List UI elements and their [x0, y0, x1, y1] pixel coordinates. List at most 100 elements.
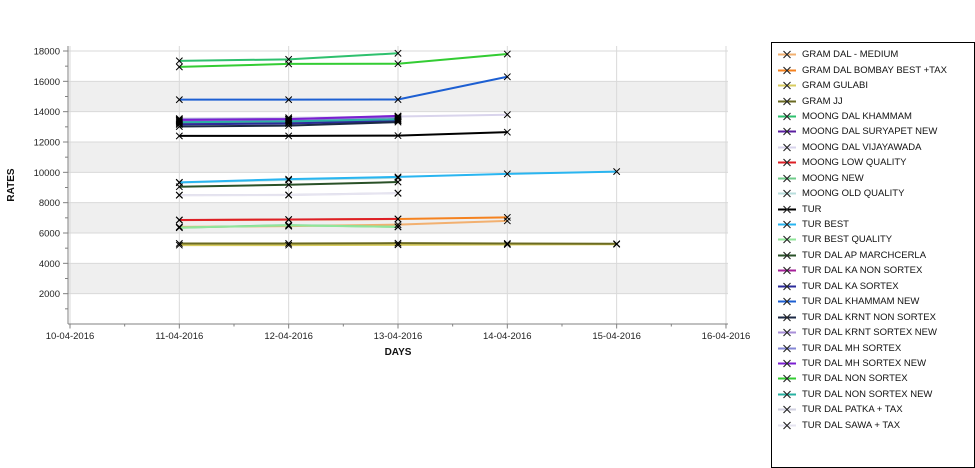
- legend-marker-icon: [778, 405, 796, 414]
- legend-marker-icon: [778, 97, 796, 105]
- y-tick-label: 6000: [39, 229, 60, 240]
- series-line: [179, 53, 508, 68]
- x-tick-label: 13-04-2016: [374, 331, 423, 342]
- data-point-marker: [285, 181, 293, 189]
- legend-item: TUR DAL MH SORTEX NEW: [777, 356, 974, 371]
- y-tick-label: 18000: [34, 47, 60, 58]
- data-point-marker: [394, 113, 402, 121]
- legend-item: TUR DAL SAWA + TAX: [777, 418, 974, 433]
- data-point-marker: [285, 241, 293, 249]
- data-point-marker: [503, 111, 511, 119]
- data-point-marker: [285, 222, 293, 230]
- data-point-marker: [285, 117, 293, 125]
- data-point-marker: [175, 216, 183, 224]
- legend-item-label: TUR BEST: [802, 219, 849, 231]
- y-axis-title: RATES: [6, 168, 17, 201]
- legend-item-label: TUR DAL SAWA + TAX: [802, 419, 901, 431]
- data-point-marker: [394, 132, 402, 140]
- x-tick-label: 16-04-2016: [702, 331, 751, 342]
- legend-item: TUR BEST: [777, 217, 974, 232]
- legend-item: TUR DAL PATKA + TAX: [777, 402, 974, 417]
- legend-item-label: MOONG DAL VIJAYAWADA: [802, 141, 922, 153]
- legend-item-label: GRAM GULABI: [802, 80, 868, 92]
- legend-item-label: TUR DAL KHAMMAM NEW: [802, 296, 920, 308]
- data-point-marker: [613, 240, 621, 248]
- legend-item: GRAM GULABI: [777, 78, 974, 93]
- legend-marker-icon: [778, 359, 796, 368]
- legend-item: GRAM JJ: [777, 93, 974, 108]
- legend-item: MOONG OLD QUALITY: [777, 186, 974, 201]
- data-point-marker: [503, 73, 511, 81]
- data-point-marker: [175, 241, 183, 249]
- data-point-marker: [285, 60, 293, 68]
- data-point-marker: [285, 132, 293, 140]
- data-point-marker: [394, 241, 402, 249]
- legend-item: MOONG DAL SURYAPET NEW: [777, 124, 974, 139]
- legend-item-label: TUR: [802, 203, 822, 215]
- series-line: [179, 75, 508, 101]
- legend-item: TUR: [777, 201, 974, 216]
- legend-marker-icon: [778, 174, 796, 183]
- legend-item-label: TUR DAL MH SORTEX NEW: [802, 357, 927, 369]
- data-point-marker: [503, 240, 511, 249]
- legend-marker-icon: [778, 390, 796, 399]
- legend-item: MOONG LOW QUALITY: [777, 155, 974, 170]
- plot-area: 2000 4000 6000 8000 10000 12000 14000 16000 1800…: [6, 46, 751, 358]
- data-point-marker: [175, 191, 183, 199]
- legend-item-label: TUR DAL PATKA + TAX: [802, 404, 903, 416]
- legend-item: MOONG NEW: [777, 171, 974, 186]
- legend-item: TUR DAL MH SORTEX: [777, 340, 974, 355]
- legend-item-label: MOONG OLD QUALITY: [802, 188, 905, 200]
- data-point-marker: [503, 217, 511, 225]
- legend-item-label: TUR DAL KRNT SORTEX NEW: [802, 327, 937, 339]
- legend-marker-icon: [778, 189, 796, 198]
- legend-item: GRAM DAL BOMBAY BEST +TAX: [777, 62, 974, 77]
- legend-marker-icon: [778, 81, 796, 90]
- legend-item-label: GRAM DAL BOMBAY BEST +TAX: [802, 64, 947, 76]
- legend-item-label: MOONG DAL SURYAPET NEW: [802, 126, 938, 138]
- data-point-marker: [175, 223, 183, 232]
- legend-item: GRAM DAL - MEDIUM: [777, 47, 974, 62]
- legend-marker-icon: [778, 313, 796, 322]
- legend-marker-icon: [778, 266, 796, 275]
- legend-item: TUR DAL AP MARCHCERLA: [777, 248, 974, 263]
- legend-item-label: TUR DAL KRNT NON SORTEX: [802, 311, 936, 323]
- x-axis-title: DAYS: [385, 347, 412, 358]
- legend-marker-icon: [778, 158, 796, 167]
- legend-item-label: TUR DAL KA SORTEX: [802, 280, 899, 292]
- x-tick-label: 14-04-2016: [483, 331, 532, 342]
- data-point-marker: [175, 239, 183, 248]
- data-point-marker: [394, 115, 402, 123]
- legend-item: TUR DAL KA NON SORTEX: [777, 263, 974, 278]
- data-point-marker: [394, 221, 402, 229]
- legend-item: TUR DAL KA SORTEX: [777, 279, 974, 294]
- data-point-marker: [175, 118, 183, 126]
- legend-item: TUR DAL NON SORTEX: [777, 371, 974, 386]
- legend: GRAM DAL - MEDIUM GRAM DAL BOMBAY BEST +T…: [771, 42, 975, 468]
- legend-item-label: TUR DAL MH SORTEX: [802, 342, 902, 354]
- data-point-marker: [503, 128, 511, 136]
- rates-chart: 2000 4000 6000 8000 10000 12000 14000 16000 1800…: [6, 42, 975, 468]
- legend-item-label: GRAM JJ: [802, 95, 843, 107]
- legend-marker-icon: [778, 375, 796, 383]
- data-point-marker: [394, 112, 402, 120]
- data-point-marker: [394, 173, 402, 181]
- legend-marker-icon: [778, 205, 796, 213]
- legend-marker-icon: [778, 236, 796, 244]
- data-point-marker: [175, 132, 183, 140]
- legend-item-label: TUR DAL AP MARCHCERLA: [802, 249, 927, 261]
- legend-item-label: TUR DAL NON SORTEX: [802, 373, 908, 385]
- y-tick-label: 16000: [34, 77, 60, 88]
- data-point-marker: [394, 215, 402, 223]
- x-tick-label: 11-04-2016: [155, 331, 203, 342]
- legend-item-label: TUR DAL KA NON SORTEX: [802, 265, 923, 277]
- legend-item: TUR BEST QUALITY: [777, 232, 974, 247]
- legend-marker-icon: [778, 143, 796, 152]
- legend-marker-icon: [778, 297, 796, 306]
- legend-marker-icon: [778, 251, 796, 260]
- y-tick-label: 14000: [34, 107, 60, 118]
- data-point-marker: [175, 183, 183, 191]
- legend-marker-icon: [778, 282, 796, 291]
- legend-item: TUR DAL KRNT NON SORTEX: [777, 309, 974, 324]
- legend-item: TUR DAL KRNT SORTEX NEW: [777, 325, 974, 340]
